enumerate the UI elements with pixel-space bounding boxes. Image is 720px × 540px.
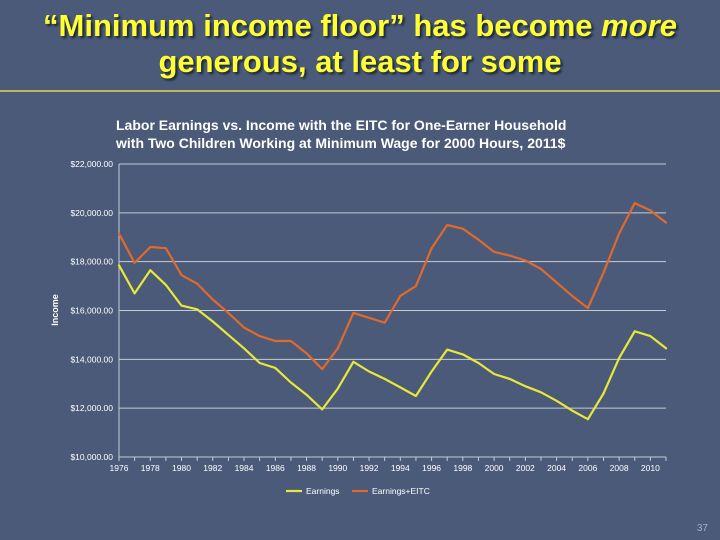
x-tick-label: 2000 [485,463,504,473]
chart-title: Labor Earnings vs. Income with the EITC … [116,116,676,152]
y-tick-labels: $10,000.00 $12,000.00 $14,000.00 $16,000.00… [70,159,113,462]
y-tick-label: $10,000.00 [70,452,113,462]
x-tick-label: 1996 [422,463,441,473]
x-tick-label: 2004 [547,463,566,473]
series-lines [117,202,668,421]
y-tick-label: $14,000.00 [70,354,113,364]
series-line-earnings [117,264,668,421]
legend-label: Earnings+EITC [372,486,430,496]
x-tick-label: 1988 [297,463,316,473]
x-tick-label: 2010 [641,463,660,473]
x-tick-labels: 1976 1978 1980 1982 1984 1986 1988 1990 1992 1994… [110,463,661,473]
x-tick-label: 1994 [391,463,410,473]
y-tick-label: $12,000.00 [70,403,113,413]
series-line-earnings-eitc [117,202,668,371]
slide-title: “Minimum income floor” has become more g… [0,8,720,80]
x-tick-label: 1976 [110,463,129,473]
y-tick-label: $22,000.00 [70,159,113,169]
chart-title-line-2: with Two Children Working at Minimum Wag… [116,135,566,151]
slide-title-text-end: generous, at least for some [158,44,562,79]
x-tick-label: 1986 [266,463,285,473]
slide-title-emphasis: more [601,8,677,43]
y-axis-label: Income [50,294,60,326]
chart-title-line-1: Labor Earnings vs. Income with the EITC … [116,117,567,133]
slide-title-text: “Minimum income floor” has become [43,8,602,43]
x-tick-label: 2006 [578,463,597,473]
axes [118,164,667,461]
x-tick-label: 1980 [172,463,191,473]
title-divider [0,90,720,92]
x-tick-label: 1984 [235,463,254,473]
y-tick-label: $20,000.00 [70,208,113,218]
x-tick-label: 1990 [328,463,347,473]
x-tick-label: 2002 [516,463,535,473]
legend-label: Earnings [306,486,340,496]
x-tick-label: 1978 [141,463,160,473]
page-number: 37 [696,523,708,534]
x-tick-label: 1982 [203,463,222,473]
y-tick-label: $16,000.00 [70,306,113,316]
y-tick-label: $18,000.00 [70,257,113,267]
x-tick-label: 1992 [360,463,379,473]
x-tick-label: 1998 [453,463,472,473]
x-tick-label: 2008 [610,463,629,473]
legend: Earnings Earnings+EITC [286,486,430,496]
